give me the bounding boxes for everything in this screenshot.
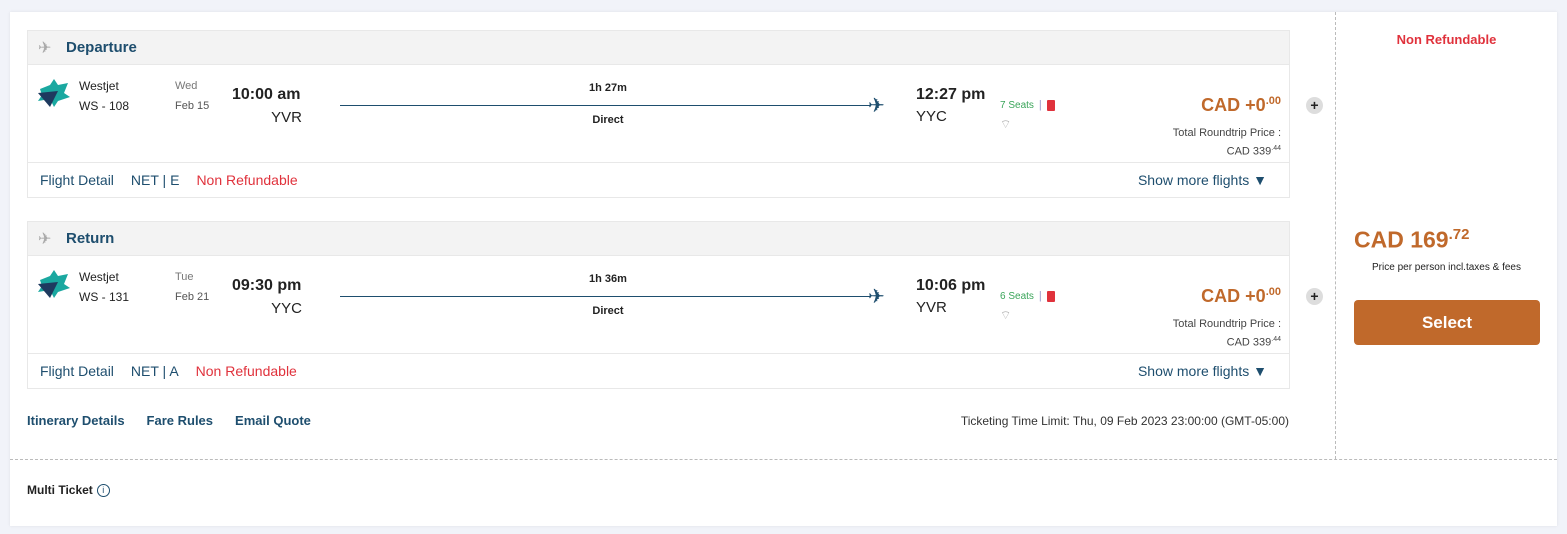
wifi-icon: ⌔ <box>1000 117 1012 131</box>
segment-header: ✈ Return <box>27 221 1290 256</box>
arrival-airport: YYC <box>916 108 947 125</box>
airline-name: Westjet <box>79 79 119 93</box>
caret-down-icon: ▼ <box>1253 363 1267 379</box>
fare-class: NET | A <box>130 363 179 379</box>
route-line <box>340 296 870 297</box>
email-quote-link[interactable]: Email Quote <box>235 413 311 428</box>
total-price: CAD 169.72 <box>1354 226 1470 253</box>
refund-status: Non Refundable <box>1396 32 1497 47</box>
segment-header: ✈ Departure <box>27 30 1290 65</box>
segment-price: CAD +0.00 <box>1201 95 1281 115</box>
fare-card: ✈ Departure Westjet WS - 108 Wed Feb 15 … <box>10 12 1557 526</box>
arrival-time: 12:27 pm <box>916 86 986 103</box>
divider <box>1335 12 1336 459</box>
flight-number: WS - 108 <box>79 99 130 113</box>
flight-number: WS - 131 <box>79 290 130 304</box>
arrival-time: 10:06 pm <box>916 277 986 294</box>
departure-airport: YVR <box>271 109 302 126</box>
departure-time: 10:00 am <box>232 86 301 103</box>
seats-available: 7 Seats <box>1000 99 1034 111</box>
fare-rules-link[interactable]: Fare Rules <box>146 413 214 428</box>
flight-date: Feb 21 <box>175 291 210 303</box>
total-roundtrip-value: CAD 339.44 <box>1226 336 1281 349</box>
airline-name: Westjet <box>79 270 119 284</box>
show-more-flights-button[interactable]: Show more flights ▼ <box>1137 363 1267 379</box>
segment-price: CAD +0.00 <box>1201 286 1281 306</box>
baggage-icon <box>1046 99 1055 111</box>
departure-airport: YYC <box>271 300 302 317</box>
plane-icon: ✈ <box>868 95 885 117</box>
flight-segment-departure: ✈ Departure Westjet WS - 108 Wed Feb 15 … <box>27 30 1323 198</box>
takeoff-icon: ✈ <box>38 39 52 57</box>
total-roundtrip-label: Total Roundtrip Price : <box>1172 127 1281 139</box>
multi-ticket-label: Multi Ticket <box>27 483 93 497</box>
arrival-airport: YVR <box>916 299 947 316</box>
total-roundtrip-value: CAD 339.44 <box>1226 145 1281 158</box>
flight-segment-return: ✈ Return Westjet WS - 131 Tue Feb 21 09:… <box>27 221 1323 389</box>
westjet-logo <box>38 270 70 298</box>
flight-detail-link[interactable]: Flight Detail <box>40 172 114 188</box>
expand-button[interactable]: + <box>1306 288 1323 305</box>
refund-status: Non Refundable <box>195 363 297 379</box>
flight-day: Wed <box>175 80 198 92</box>
departure-time: 09:30 pm <box>232 277 302 294</box>
seats-available: 6 Seats <box>1000 290 1034 302</box>
expand-button[interactable]: + <box>1306 97 1323 114</box>
refund-status: Non Refundable <box>196 172 298 188</box>
itinerary-details-link[interactable]: Itinerary Details <box>27 413 125 428</box>
flight-detail-link[interactable]: Flight Detail <box>40 363 114 379</box>
caret-down-icon: ▼ <box>1253 172 1267 188</box>
divider <box>10 459 1557 460</box>
select-button[interactable]: Select <box>1354 300 1540 345</box>
ticketing-time-limit: Ticketing Time Limit: Thu, 09 Feb 2023 2… <box>960 414 1289 428</box>
plane-icon: ✈ <box>868 286 885 308</box>
total-roundtrip-label: Total Roundtrip Price : <box>1172 318 1281 330</box>
flight-date: Feb 15 <box>175 100 210 112</box>
duration: 1h 36m <box>589 273 627 285</box>
stops: Direct <box>592 305 624 317</box>
duration: 1h 27m <box>589 82 627 94</box>
wifi-icon: ⌔ <box>1000 308 1012 322</box>
price-note: Price per person incl.taxes & fees <box>1372 262 1521 273</box>
route-line <box>340 105 870 106</box>
show-more-flights-button[interactable]: Show more flights ▼ <box>1137 172 1267 188</box>
westjet-logo <box>38 79 70 107</box>
segment-body: Westjet WS - 108 Wed Feb 15 10:00 am YVR… <box>27 65 1290 163</box>
stops: Direct <box>592 114 624 126</box>
baggage-icon <box>1046 290 1055 302</box>
landing-icon: ✈ <box>38 230 52 248</box>
segment-title: Return <box>66 230 115 247</box>
segment-body: Westjet WS - 131 Tue Feb 21 09:30 pm YYC… <box>27 256 1290 354</box>
segment-footer: Flight Detail NET | A Non Refundable Sho… <box>27 354 1290 389</box>
segment-footer: Flight Detail NET | E Non Refundable Sho… <box>27 163 1290 198</box>
fare-class: NET | E <box>130 172 180 188</box>
info-icon[interactable]: i <box>96 483 110 497</box>
flight-day: Tue <box>175 271 194 283</box>
segment-title: Departure <box>66 39 137 56</box>
